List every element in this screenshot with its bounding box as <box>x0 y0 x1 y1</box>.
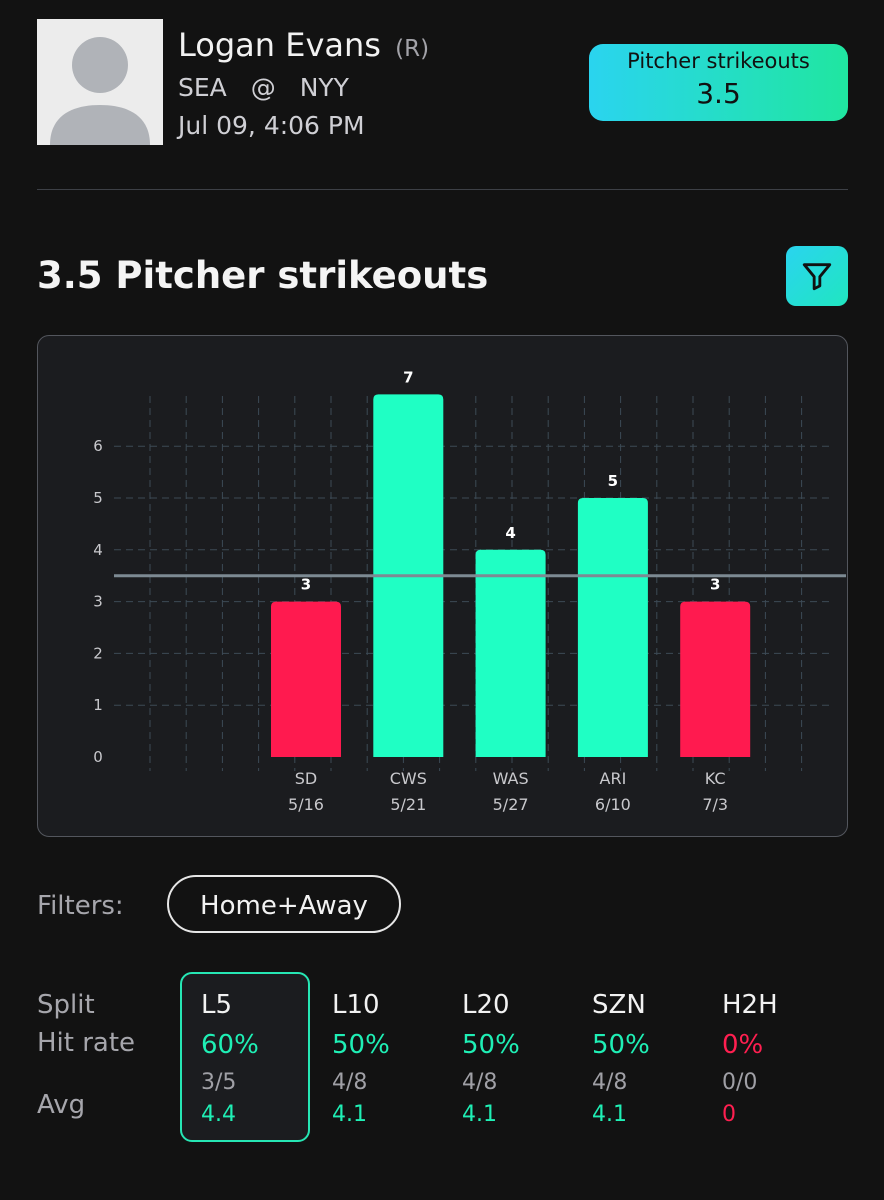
split-column-szn[interactable]: SZN 50% 4/8 4.1 <box>592 990 712 1132</box>
y-tick-label: 3 <box>93 593 103 611</box>
split-hit-rate: 0% <box>722 1030 764 1060</box>
split-column-l5[interactable]: L5 60% 3/5 4.4 <box>201 990 321 1132</box>
section-title: 3.5 Pitcher strikeouts <box>37 254 489 297</box>
team-abbr: SEA <box>178 73 227 102</box>
game-time: Jul 09, 4:06 PM <box>178 111 365 140</box>
selected-split-highlight <box>180 972 310 1142</box>
split-average: 4.1 <box>332 1102 367 1127</box>
x-category-label: WAS <box>493 769 529 788</box>
player-avatar <box>37 19 163 145</box>
split-column-l10[interactable]: L10 50% 4/8 4.1 <box>332 990 452 1132</box>
bar-value-label: 5 <box>608 472 618 490</box>
y-tick-label: 0 <box>93 748 103 766</box>
split-hit-rate: 50% <box>332 1030 390 1060</box>
split-hit-rate: 50% <box>592 1030 650 1060</box>
x-date-label: 5/16 <box>288 795 324 814</box>
matchup: SEA @ NYY <box>178 73 365 102</box>
x-date-label: 6/10 <box>595 795 631 814</box>
split-average: 0 <box>722 1102 736 1127</box>
split-hit-rate: 60% <box>201 1030 259 1060</box>
bar-value-label: 4 <box>505 524 515 542</box>
y-tick-label: 4 <box>93 541 103 559</box>
x-category-label: KC <box>705 769 726 788</box>
bar <box>271 601 341 757</box>
x-category-label: ARI <box>600 769 627 788</box>
split-hit-rate: 50% <box>462 1030 520 1060</box>
hit-rate-row-label: Hit rate <box>37 1028 136 1058</box>
y-tick-label: 6 <box>93 437 103 455</box>
bar-chart: 0 1 2 3 4 5 6 3 SD 5/16 7 CWS 5/21 4 WAS 5/27 5 ARI 6/10 3 K… <box>93 368 846 814</box>
x-category-label: SD <box>295 769 317 788</box>
split-column-h2h[interactable]: H2H 0% 0/0 0 <box>722 990 842 1132</box>
prop-badge-label: Pitcher strikeouts <box>627 49 810 73</box>
filter-chip-home-away[interactable]: Home+Away <box>167 875 401 933</box>
filter-button[interactable] <box>786 246 848 306</box>
opponent-abbr: NYY <box>299 73 349 102</box>
header-divider <box>37 189 848 190</box>
split-record: 3/5 <box>201 1070 237 1095</box>
user-placeholder-icon <box>50 37 150 145</box>
filters-label: Filters: <box>37 891 124 921</box>
split-record: 4/8 <box>592 1070 628 1095</box>
x-category-label: CWS <box>390 769 427 788</box>
split-column-l20[interactable]: L20 50% 4/8 4.1 <box>462 990 582 1132</box>
bar-value-label: 3 <box>301 576 311 594</box>
bar <box>475 549 546 757</box>
x-date-label: 5/21 <box>390 795 426 814</box>
x-date-label: 5/27 <box>493 795 529 814</box>
split-row-label: Split <box>37 990 95 1020</box>
funnel-icon <box>802 263 832 291</box>
player-hand: (R) <box>395 36 430 62</box>
chart-card: 0 1 2 3 4 5 6 3 SD 5/16 7 CWS 5/21 4 WAS 5/27 5 ARI 6/10 3 K… <box>37 335 848 837</box>
player-name: Logan Evans (R) <box>178 26 429 64</box>
avg-row-label: Avg <box>37 1090 86 1120</box>
at-symbol: @ <box>250 73 276 102</box>
bar <box>577 498 648 757</box>
bar-value-label: 7 <box>403 368 413 386</box>
y-tick-label: 5 <box>93 489 103 507</box>
y-tick-label: 2 <box>93 644 103 662</box>
split-name: SZN <box>592 990 646 1020</box>
split-average: 4.1 <box>592 1102 627 1127</box>
split-name: L10 <box>332 990 380 1020</box>
prop-badge[interactable]: Pitcher strikeouts 3.5 <box>589 44 848 121</box>
split-name: L5 <box>201 990 233 1020</box>
split-average: 4.1 <box>462 1102 497 1127</box>
player-name-text: Logan Evans <box>178 26 381 64</box>
y-tick-label: 1 <box>93 696 103 714</box>
prop-badge-value: 3.5 <box>696 77 741 110</box>
bar-value-label: 3 <box>710 576 720 594</box>
split-average: 4.4 <box>201 1102 236 1127</box>
split-record: 4/8 <box>462 1070 498 1095</box>
x-date-label: 7/3 <box>702 795 728 814</box>
split-name: L20 <box>462 990 510 1020</box>
split-record: 4/8 <box>332 1070 368 1095</box>
split-name: H2H <box>722 990 778 1020</box>
bar <box>680 601 751 757</box>
split-record: 0/0 <box>722 1070 758 1095</box>
